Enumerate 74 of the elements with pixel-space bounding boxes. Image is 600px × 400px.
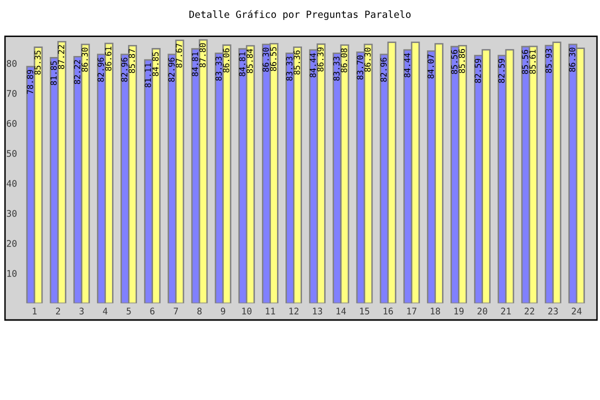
x-tick-label: 8 <box>197 308 202 315</box>
data-label: 87.22 <box>58 45 64 69</box>
data-label: 85.36 <box>294 50 300 75</box>
data-label: 81.85 <box>50 61 57 86</box>
data-label: 82.96 <box>121 58 128 82</box>
data-label: 84.81 <box>192 52 198 76</box>
x-tick-label: 20 <box>478 308 488 315</box>
data-label: 85.35 <box>34 50 41 75</box>
data-label: 81.11 <box>144 63 152 88</box>
data-label: 84.85 <box>152 52 159 76</box>
data-label: 83.33 <box>286 56 292 81</box>
data-label: 85.87 <box>128 49 135 74</box>
data-label: 86.08 <box>340 48 348 72</box>
data-label: 82.96 <box>380 58 387 82</box>
chart-title: Detalle Gráfico por Preguntas Paralelo <box>189 10 411 20</box>
x-tick-label: 15 <box>360 308 370 315</box>
data-label: 82.22 <box>74 60 80 84</box>
x-tick-label: 11 <box>266 308 276 314</box>
y-tick-label: 80 <box>6 60 17 67</box>
data-label: 86.55 <box>270 47 276 71</box>
y-tick-label: 10 <box>7 270 17 277</box>
y-tick-label: 40 <box>6 180 17 187</box>
x-tick-label: 16 <box>384 308 393 315</box>
x-tick-label: 22 <box>524 308 534 314</box>
data-label: 87.80 <box>199 43 206 68</box>
data-label: 85.86 <box>458 49 465 74</box>
y-tick-label: 30 <box>6 210 17 217</box>
data-label: 83.33 <box>215 56 222 81</box>
data-label: 83.33 <box>333 56 340 81</box>
data-label: 85.84 <box>246 48 253 74</box>
y-tick-label: 20 <box>6 240 17 247</box>
data-label: 86.30 <box>568 48 576 72</box>
x-tick-label: 13 <box>312 308 322 315</box>
x-tick-label: 1 <box>32 308 37 314</box>
x-tick-label: 4 <box>102 308 108 314</box>
x-tick-label: 18 <box>430 308 440 315</box>
data-label: 86.30 <box>82 48 88 72</box>
x-tick-label: 3 <box>80 308 84 315</box>
y-tick-label: 60 <box>6 120 17 127</box>
x-tick-label: 21 <box>501 308 511 314</box>
data-label: 85.61 <box>529 50 536 74</box>
data-label: 87.67 <box>176 44 182 68</box>
x-tick-label: 14 <box>336 308 346 314</box>
x-tick-label: 17 <box>407 308 416 314</box>
x-tick-label: 19 <box>454 308 464 315</box>
y-tick-label: 70 <box>6 90 17 97</box>
data-label: 82.96 <box>98 58 104 82</box>
data-label: 84.81 <box>238 52 246 76</box>
x-tick-label: 7 <box>174 308 178 314</box>
x-tick-label: 24 <box>572 308 582 314</box>
data-label: 78.89 <box>26 70 34 94</box>
data-label: 86.30 <box>364 48 371 72</box>
x-tick-label: 2 <box>56 308 60 314</box>
x-tick-label: 5 <box>126 308 131 315</box>
data-label: 82.59 <box>474 58 481 83</box>
data-label: 86.06 <box>222 48 230 72</box>
data-label: 86.39 <box>317 47 324 72</box>
x-tick-label: 9 <box>220 308 226 315</box>
x-tick-label: 23 <box>548 308 558 315</box>
data-label: 86.30 <box>262 48 269 72</box>
data-label: 84.44 <box>310 53 316 78</box>
data-label: 84.07 <box>428 54 434 78</box>
data-label: 85.56 <box>451 50 458 74</box>
data-label: 82.59 <box>498 58 505 83</box>
data-label: 85.93 <box>545 48 552 73</box>
y-tick-label: 50 <box>6 150 17 157</box>
data-label: 85.56 <box>522 50 528 74</box>
x-tick-label: 10 <box>242 308 252 315</box>
data-label: 84.44 <box>404 53 410 78</box>
data-label: 83.70 <box>356 56 364 80</box>
x-tick-label: 6 <box>150 308 154 315</box>
data-label: 86.61 <box>105 46 112 71</box>
data-label: 82.96 <box>168 58 175 82</box>
x-tick-label: 12 <box>289 308 298 314</box>
